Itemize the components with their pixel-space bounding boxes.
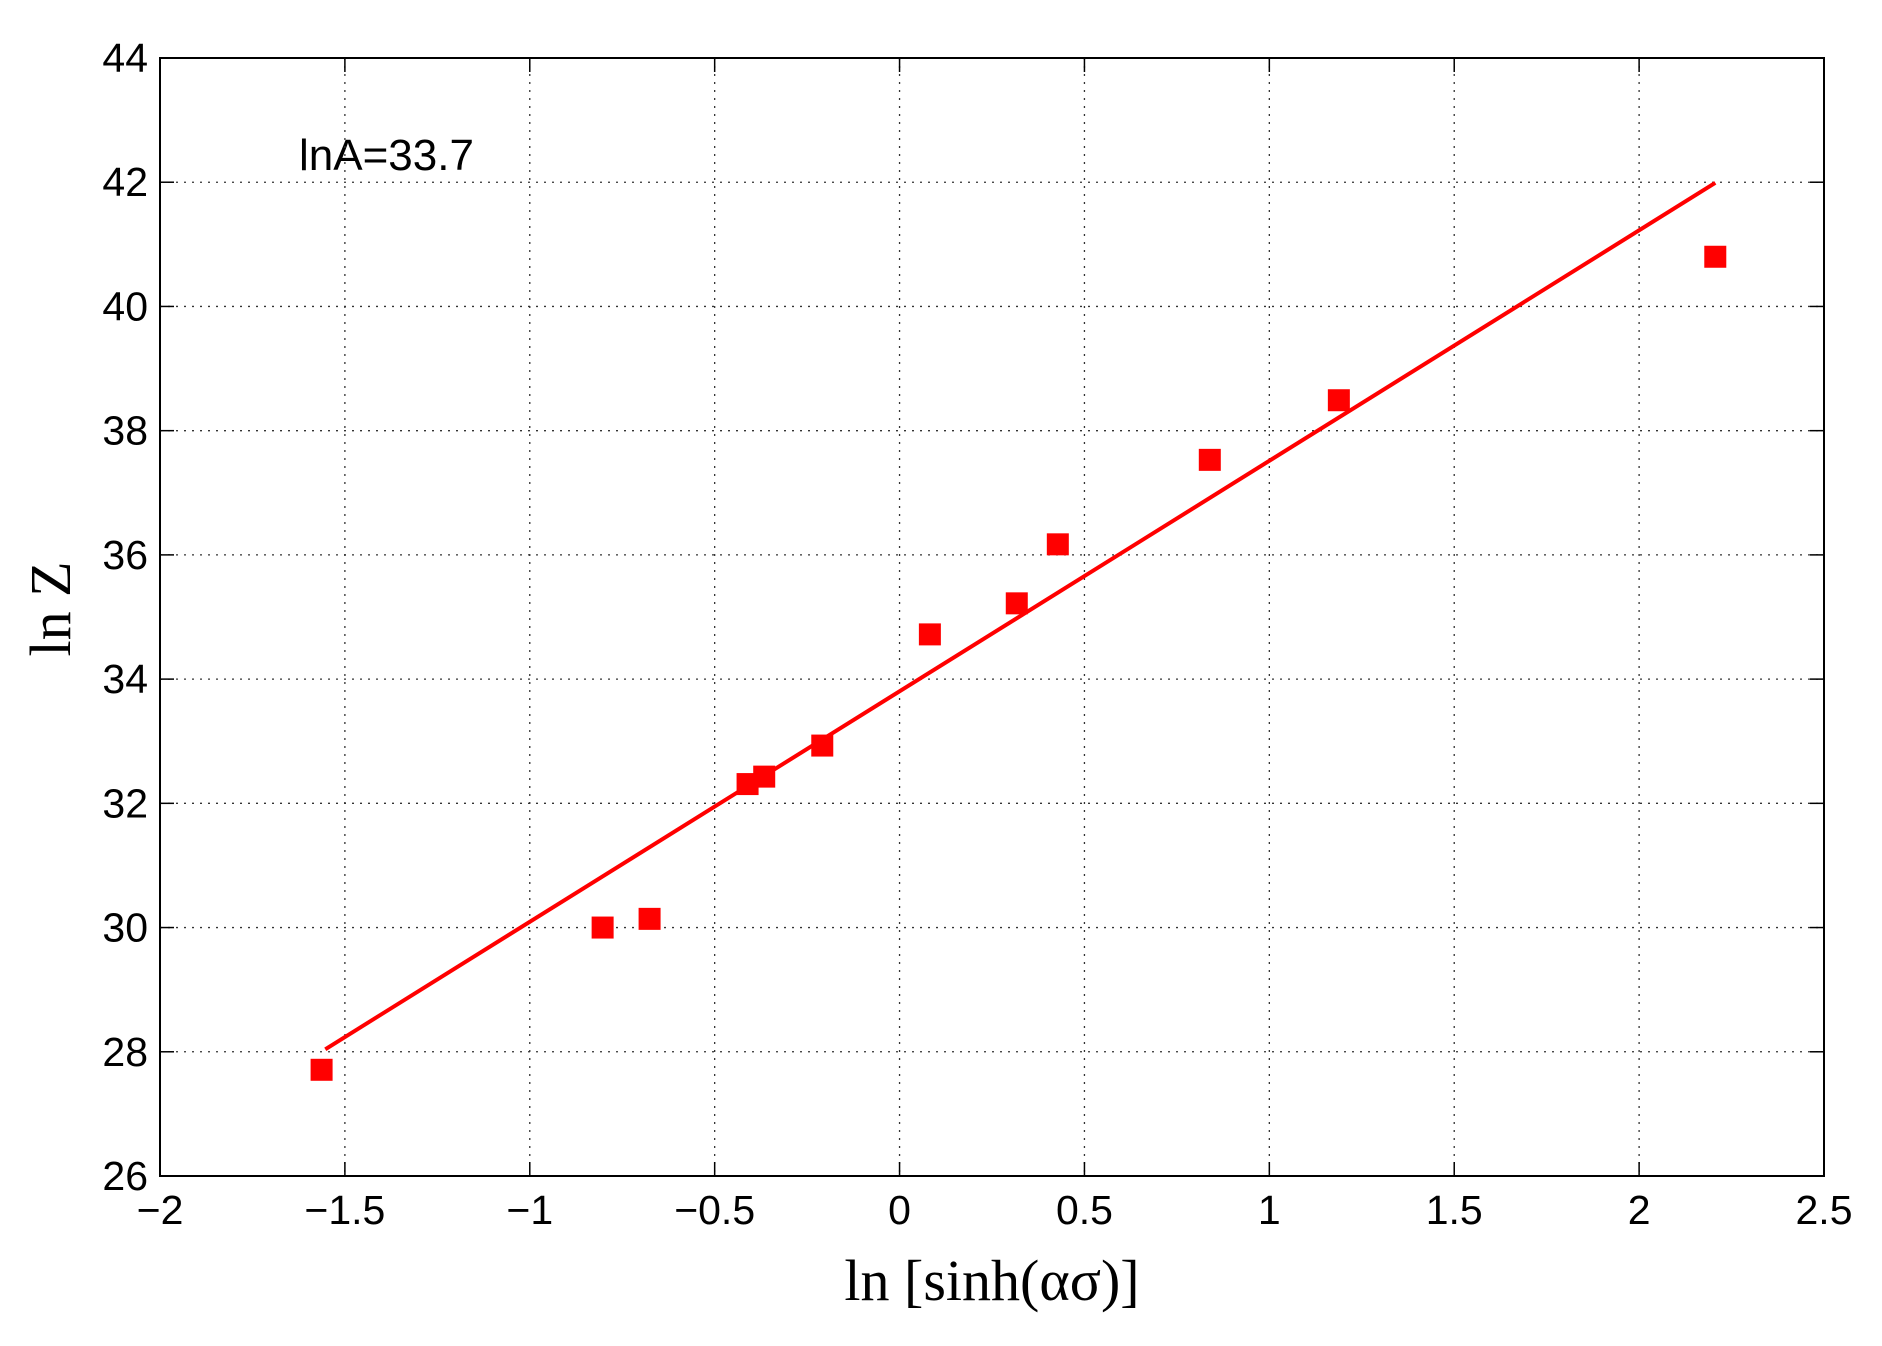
x-tick-label: 1 [1258, 1187, 1281, 1233]
data-point [1046, 533, 1069, 556]
y-tick-label: 36 [102, 532, 148, 578]
data-point [1704, 245, 1727, 268]
y-tick-label: 26 [102, 1153, 148, 1199]
fit-line [324, 181, 1717, 1051]
x-tick-label: −2 [137, 1187, 184, 1233]
plot-area [159, 57, 1825, 1177]
x-tick-label: 2.5 [1796, 1187, 1853, 1233]
x-tick-label: −0.5 [674, 1187, 755, 1233]
data-point [811, 734, 834, 757]
y-tick-label: 32 [102, 780, 148, 826]
data-point [918, 623, 941, 646]
x-tick-label: −1 [506, 1187, 553, 1233]
data-point [638, 907, 661, 930]
y-tick-label: 42 [102, 159, 148, 205]
annotation: lnA=33.7 [299, 131, 474, 180]
y-tick-label: 40 [102, 283, 148, 329]
data-point [1005, 592, 1028, 615]
data-point [1327, 389, 1350, 412]
y-tick-label: 38 [102, 408, 148, 454]
x-tick-label: 1.5 [1426, 1187, 1483, 1233]
x-tick-label: 0 [888, 1187, 911, 1233]
x-tick-label: 2 [1628, 1187, 1651, 1233]
data-point [310, 1058, 333, 1081]
y-tick-label: 44 [102, 35, 148, 81]
x-tick-label: −1.5 [304, 1187, 385, 1233]
y-tick-label: 28 [102, 1029, 148, 1075]
data-point [1198, 448, 1221, 471]
x-tick-label: 0.5 [1056, 1187, 1113, 1233]
x-axis-title: ln [sinh(ασ)] [844, 1248, 1139, 1313]
y-tick-label: 30 [102, 905, 148, 951]
y-axis-title: ln Z [18, 561, 83, 656]
data-point [591, 916, 614, 939]
y-tick-label: 34 [102, 656, 148, 702]
